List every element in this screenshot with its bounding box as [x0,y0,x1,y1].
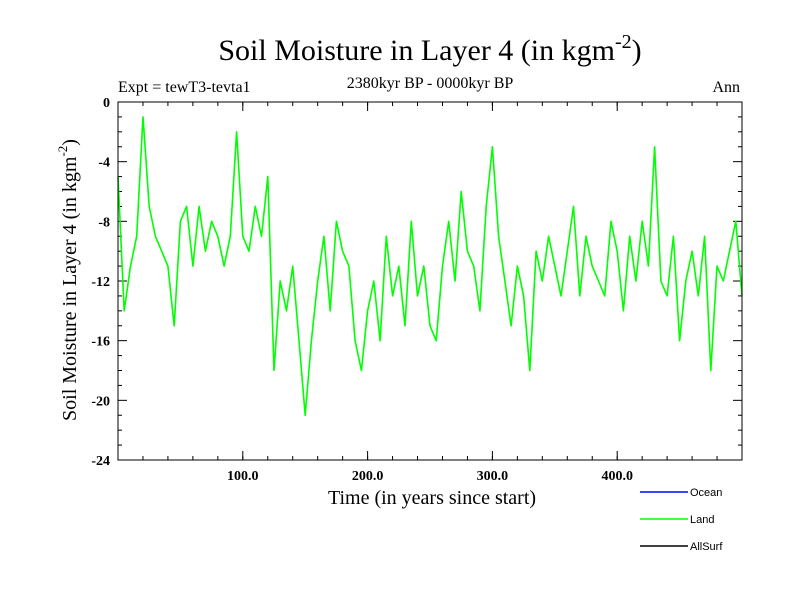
chart-title: Soil Moisture in Layer 4 (in kgm-2) [218,31,641,67]
x-tick-label: 100.0 [227,469,259,484]
y-tick-label: -4 [98,156,110,171]
x-tick-label: 300.0 [477,469,509,484]
y-tick-label: -16 [91,335,110,350]
period-label: Ann [712,79,740,96]
svg-text:Soil Moisture in Layer 4 (in k: Soil Moisture in Layer 4 (in kgm-2) [55,139,81,421]
x-axis-label: Time (in years since start) [328,487,536,509]
y-tick-label: -24 [91,454,110,469]
plot-frame [117,101,743,461]
series-line-land [117,116,743,417]
legend-label-ocean: Ocean [690,487,722,499]
x-tick-label: 200.0 [352,469,384,484]
y-axis-label: Soil Moisture in Layer 4 (in kgm-2) [55,139,81,421]
legend-label-allsurf: AllSurf [690,541,723,553]
y-tick-label: 0 [103,96,110,111]
x-tick-label: 400.0 [601,469,633,484]
y-tick-label: -8 [98,215,110,230]
chart-subtitle: 2380kyr BP - 0000kyr BP [347,75,514,92]
y-tick-label: -12 [91,275,110,290]
legend-label-land: Land [690,514,714,526]
y-tick-label: -20 [91,394,110,409]
expt-label: Expt = tewT3-tevta1 [118,79,251,96]
